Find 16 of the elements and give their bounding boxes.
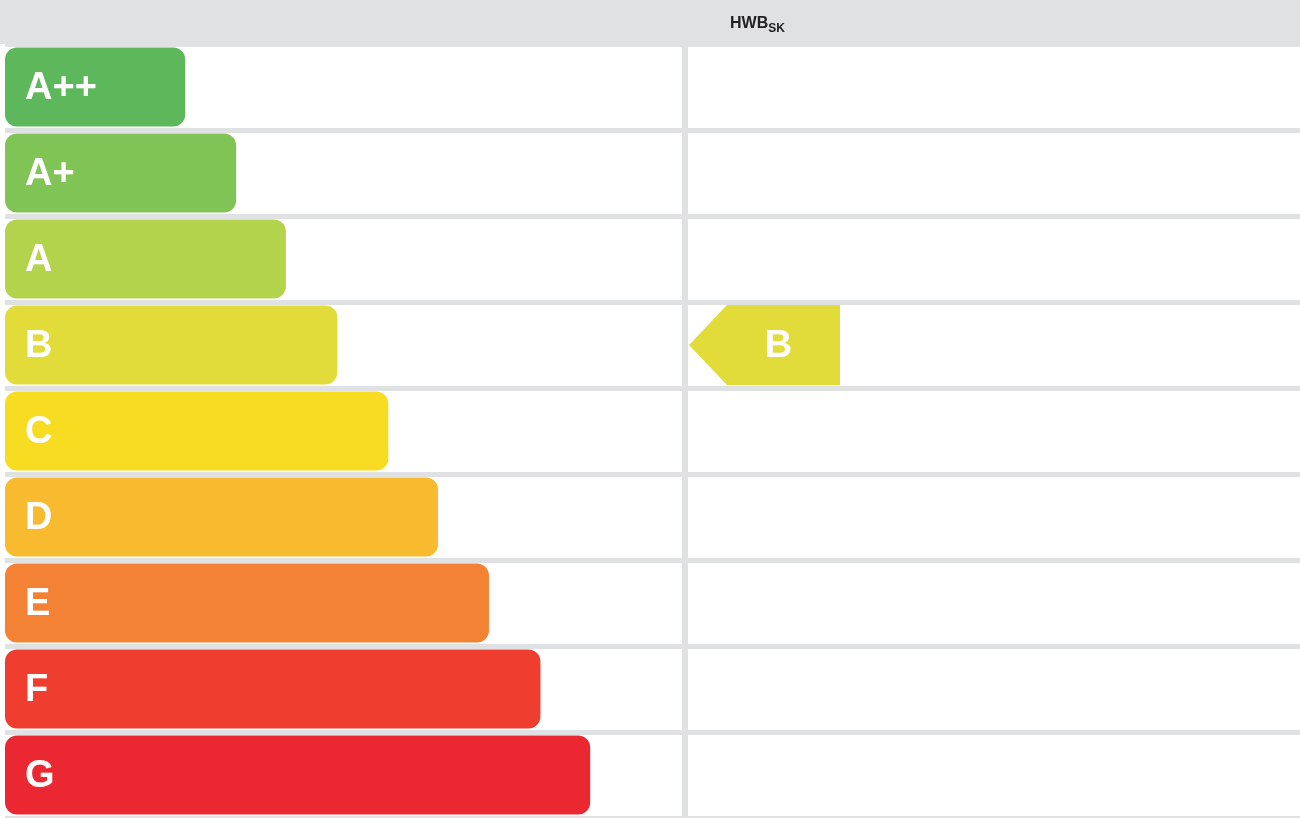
bar [5,47,186,127]
bar [5,391,389,471]
y-tick-label: B [25,323,53,366]
y-tick-label: E [25,581,51,624]
bar [5,219,286,299]
y-tick-label: C [25,409,53,452]
y-tick-label: A++ [25,65,97,108]
text: B [764,323,793,366]
text: HWB$_{SK}$ [730,14,785,35]
y-tick-label: F [25,667,49,710]
y-tick-label: D [25,495,53,538]
y-tick-label: A [25,237,53,280]
y-tick-label: G [25,753,55,796]
bar [5,133,237,213]
y-tick-label: A+ [25,151,75,194]
bar [5,305,338,385]
